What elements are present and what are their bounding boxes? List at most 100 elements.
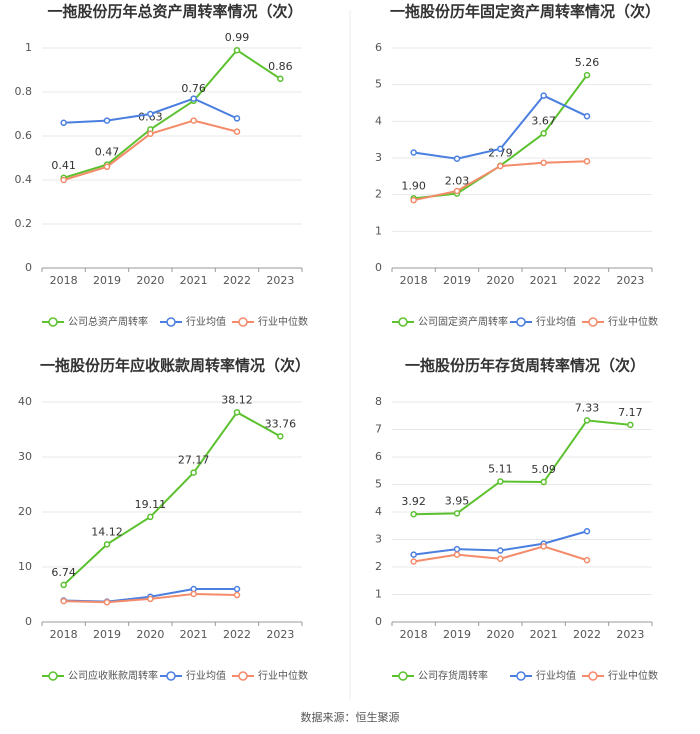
x-tick-label: 2021 [530,628,558,641]
x-tick-label: 2023 [266,628,294,641]
legend-marker[interactable] [166,671,176,681]
y-tick-label: 3 [375,533,382,546]
y-tick-label: 10 [18,560,32,573]
source-note: 数据来源：恒生聚源 [301,710,400,724]
data-label: 0.86 [268,60,293,73]
chart-title: 一拖股份历年固定资产周转率情况（次） [390,3,660,21]
y-tick-label: 3 [375,151,382,164]
data-label: 5.26 [575,56,600,69]
point [233,585,241,593]
y-tick-label: 0 [375,261,382,274]
point [453,155,461,162]
point [453,510,461,517]
x-tick-label: 2018 [50,628,78,641]
x-tick-label: 2022 [223,274,251,287]
y-tick-label: 6 [375,41,382,54]
point [103,163,111,171]
x-tick-label: 2018 [50,274,78,287]
x-tick-label: 2023 [616,274,644,287]
point [147,595,154,603]
y-tick-label: 0.8 [15,85,33,98]
x-tick-label: 2020 [486,628,514,641]
point [583,71,591,79]
x-tick-label: 2019 [93,274,121,287]
point [410,558,417,565]
y-tick-label: 4 [375,114,382,127]
y-tick-label: 1 [25,41,32,54]
legend-label[interactable]: 行业中位数 [258,315,308,328]
legend-label[interactable]: 行业均值 [186,315,226,328]
point [60,581,67,589]
x-tick-label: 2018 [400,628,428,641]
legend-marker[interactable] [588,671,598,681]
x-tick-label: 2021 [530,274,558,287]
point [60,597,67,605]
data-label: 7.17 [618,406,643,419]
legend-label[interactable]: 行业均值 [536,669,576,682]
chart-title: 一拖股份历年应收账款周转率情况（次） [40,357,310,375]
point [60,119,67,127]
x-tick-label: 2023 [616,628,644,641]
point [497,555,504,562]
legend-marker[interactable] [48,317,58,327]
point [147,130,154,138]
legend-label[interactable]: 公司应收账款周转率 [68,669,158,682]
point [410,149,417,156]
point [190,469,197,476]
legend-label[interactable]: 行业中位数 [258,669,308,682]
legend-label[interactable]: 公司固定资产周转率 [418,315,508,328]
point [540,159,547,167]
legend-label[interactable]: 公司存货周转率 [418,669,488,682]
point [497,547,504,554]
point [583,417,591,424]
point [540,92,547,99]
legend-marker[interactable] [166,317,176,327]
y-tick-label: 30 [18,450,32,463]
legend-marker[interactable] [588,317,598,327]
point [540,478,547,486]
point [497,145,504,153]
point [103,541,111,548]
legend-marker[interactable] [516,671,526,681]
y-tick-label: 40 [18,395,32,408]
x-tick-label: 2022 [573,628,601,641]
point [410,510,417,518]
point [147,513,154,521]
y-tick-label: 2 [375,560,382,573]
y-tick-label: 1 [375,588,382,601]
data-label: 27.17 [178,454,210,467]
point [583,528,591,535]
data-label: 0.47 [95,146,120,159]
point [453,187,461,195]
legend-marker[interactable] [398,317,408,327]
point [277,75,284,83]
x-tick-label: 2020 [486,274,514,287]
point [583,556,591,564]
y-tick-label: 7 [375,423,382,436]
data-label: 7.33 [575,401,600,414]
legend-label[interactable]: 公司总资产周转率 [68,315,148,328]
data-label: 0.41 [51,159,76,172]
point [233,409,241,416]
data-label: 5.11 [488,462,513,475]
legend-label[interactable]: 行业均值 [186,669,226,682]
data-label: 0.76 [181,82,206,95]
point [103,598,111,606]
legend-marker[interactable] [48,671,58,681]
legend-marker[interactable] [238,317,248,327]
data-label: 5.09 [531,463,556,476]
legend-label[interactable]: 行业均值 [536,315,576,328]
point [540,130,547,137]
legend-label[interactable]: 行业中位数 [608,669,658,682]
legend-marker[interactable] [516,317,526,327]
legend-label[interactable]: 行业中位数 [608,315,658,328]
legend-marker[interactable] [398,671,408,681]
point [627,421,634,429]
legend-marker[interactable] [238,671,248,681]
x-tick-label: 2020 [136,274,164,287]
point [190,95,197,102]
chart-title: 一拖股份历年总资产周转率情况（次） [47,3,302,21]
y-tick-label: 0.4 [15,173,33,186]
point [60,176,67,184]
